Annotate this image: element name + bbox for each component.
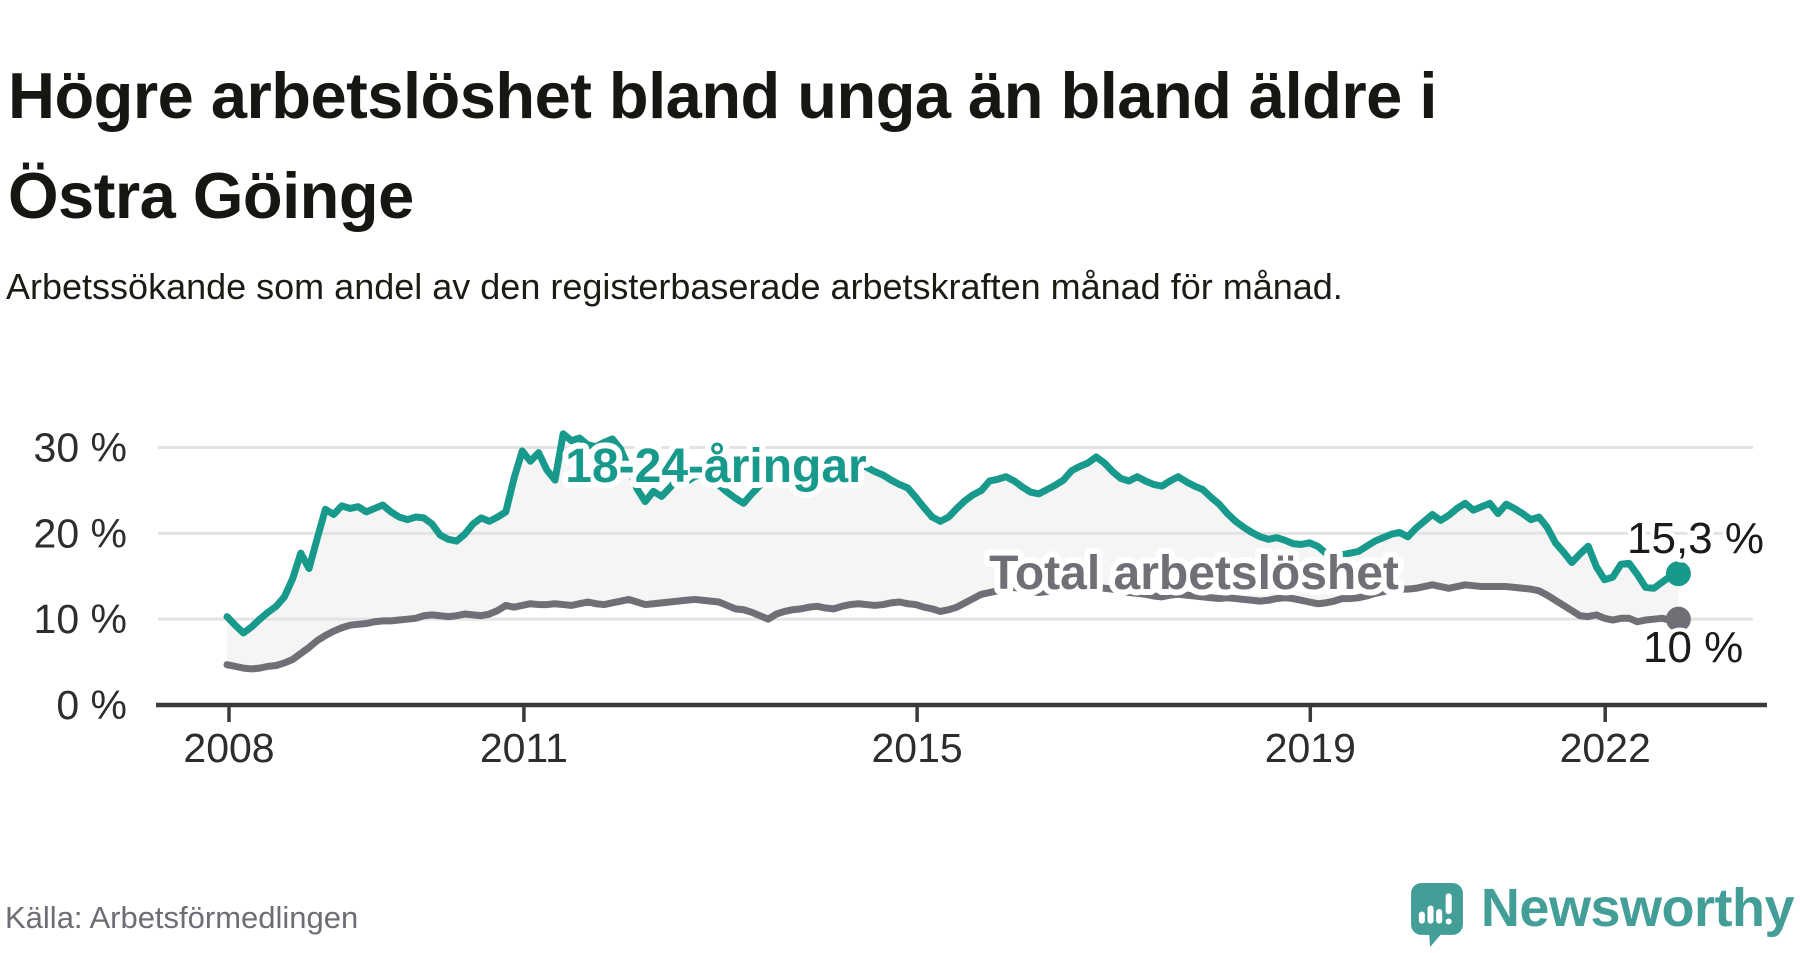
y-tick-label: 10 % bbox=[34, 596, 127, 642]
source-note: Källa: Arbetsförmedlingen bbox=[5, 900, 359, 935]
youth-series-label: 18-24-åringar bbox=[565, 440, 866, 493]
total-unemployment-line bbox=[223, 581, 1682, 673]
page-title: Högre arbetslöshet bland unga än bland ä… bbox=[8, 58, 1437, 232]
y-tick-label: 30 % bbox=[34, 425, 127, 471]
brand-lockup: Newsworthy bbox=[1410, 878, 1795, 948]
newsworthy-logo-icon bbox=[1410, 883, 1463, 947]
youth-end-value-label: 15,3 % bbox=[1627, 514, 1764, 563]
page-subtitle: Arbetssökande som andel av den registerb… bbox=[6, 266, 1343, 307]
x-tick-label: 2008 bbox=[183, 725, 274, 771]
total-end-value-label: 10 % bbox=[1643, 623, 1743, 672]
youth-unemployment-line bbox=[223, 430, 1682, 637]
y-tick-label: 20 % bbox=[34, 510, 127, 556]
brand-name: Newsworthy bbox=[1480, 878, 1795, 938]
fill-between-series bbox=[227, 433, 1679, 669]
x-tick-label: 2019 bbox=[1265, 725, 1356, 771]
total-series-label: Total arbetslöshet bbox=[989, 547, 1399, 600]
x-tick-label: 2015 bbox=[871, 725, 962, 771]
x-tick-label: 2022 bbox=[1560, 725, 1651, 771]
total-end-dot bbox=[1665, 606, 1691, 632]
y-tick-label: 0 % bbox=[56, 682, 127, 728]
youth-end-dot bbox=[1665, 561, 1691, 587]
x-tick-label: 2011 bbox=[480, 725, 568, 771]
